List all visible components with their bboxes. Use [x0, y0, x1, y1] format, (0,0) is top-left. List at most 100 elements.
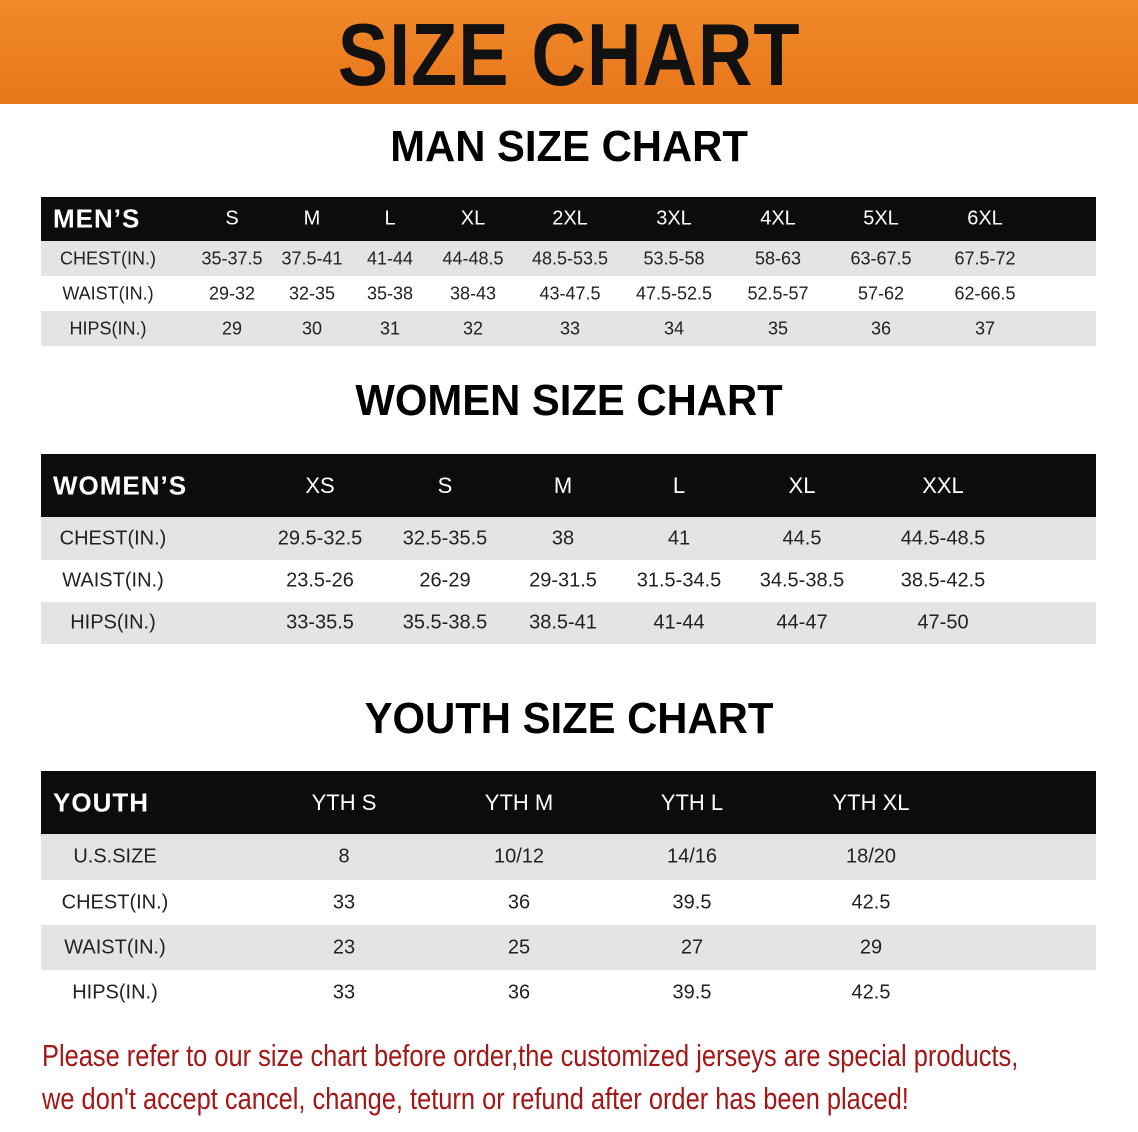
size-value: 42.5	[851, 981, 891, 1003]
size-value: 38	[551, 527, 575, 549]
notice-line-2: we don't accept cancel, change, teturn o…	[42, 1081, 909, 1116]
size-value: 35.5-38.5	[402, 611, 488, 634]
size-value: 47-50	[917, 611, 969, 634]
size-value: 29-31.5	[529, 569, 597, 592]
measurement-label: WAIST(IN.)	[64, 936, 166, 958]
size-value: 32.5-35.5	[402, 527, 488, 549]
women-size-table: WOMEN’S XS S M L XL XXL CHEST(IN.) 29.5-32.5 32.5…	[41, 454, 1096, 644]
size-value: 8	[338, 845, 350, 868]
size-value: 58-63	[754, 248, 802, 268]
size-header: M	[303, 207, 321, 230]
size-header: S	[225, 207, 239, 230]
size-value: 37.5-41	[281, 248, 343, 268]
size-value: 47.5-52.5	[635, 283, 713, 303]
size-value: 31.5-34.5	[636, 569, 722, 592]
women-table-row: CHEST(IN.) 29.5-32.5 32.5-35.5 38 41 44.5 44.5…	[41, 517, 1096, 560]
measurement-label: HIPS(IN.)	[72, 981, 158, 1003]
size-value: 23	[332, 936, 356, 958]
measurement-label: CHEST(IN.)	[60, 248, 156, 268]
men-table-row: CHEST(IN.) 35-37.5 37.5-41 41-44 44-48.5 48.5…	[41, 241, 1096, 276]
size-value: 41-44	[653, 611, 705, 634]
size-value: 18/20	[845, 845, 897, 868]
table-title-cell: WOMEN’S	[53, 470, 188, 500]
size-value: 33	[332, 981, 356, 1003]
size-value: 32-35	[288, 283, 336, 303]
table-title-cell: MEN’S	[53, 203, 141, 234]
women-section-title: WOMEN SIZE CHART	[355, 376, 783, 425]
youth-table-row: U.S.SIZE 8 10/12 14/16 18/20	[41, 834, 1096, 880]
size-value: 44.5-48.5	[900, 527, 986, 549]
size-value: 29	[221, 318, 243, 338]
size-value: 34	[663, 318, 685, 338]
size-header: YTH M	[484, 789, 554, 815]
size-value: 42.5	[851, 891, 891, 913]
size-header: YTH XL	[832, 789, 910, 815]
size-value: 34.5-38.5	[759, 569, 845, 592]
size-value: 41-44	[366, 248, 414, 268]
size-header: 4XL	[760, 207, 796, 230]
size-value: 44-48.5	[442, 248, 504, 268]
size-header: YTH L	[660, 789, 724, 815]
size-value: 33	[559, 318, 581, 338]
youth-table-row: HIPS(IN.) 33 36 39.5 42.5	[41, 970, 1096, 1015]
measurement-label: WAIST(IN.)	[62, 569, 164, 592]
size-header: XS	[305, 472, 335, 498]
youth-size-table: YOUTH YTH S YTH M YTH L YTH XL U.S.SIZE 8 10/12…	[41, 771, 1096, 1015]
men-section-title: MAN SIZE CHART	[390, 122, 748, 171]
size-value: 38.5-41	[529, 611, 597, 634]
size-value: 57-62	[857, 283, 905, 303]
size-value: 27	[680, 936, 704, 958]
size-value: 67.5-72	[954, 248, 1016, 268]
size-header: 2XL	[552, 207, 588, 230]
size-value: 44-47	[776, 611, 828, 634]
banner-title: SIZE CHART	[337, 5, 801, 104]
size-header: XXL	[922, 472, 964, 498]
size-value: 25	[507, 936, 531, 958]
women-table-row: HIPS(IN.) 33-35.5 35.5-38.5 38.5-41 41-44 44-…	[41, 602, 1096, 644]
men-header-row: MEN’S S M L XL 2XL 3XL 4XL 5XL 6XL	[41, 197, 1096, 241]
size-header: XL	[788, 472, 816, 498]
size-header: YTH S	[311, 789, 377, 815]
youth-header-row: YOUTH YTH S YTH M YTH L YTH XL	[41, 771, 1096, 834]
size-value: 30	[301, 318, 323, 338]
measurement-label: HIPS(IN.)	[69, 318, 147, 338]
size-value: 36	[507, 981, 531, 1003]
measurement-label: CHEST(IN.)	[59, 527, 167, 549]
men-table-row: WAIST(IN.) 29-32 32-35 35-38 38-43 43-47.5 47.…	[41, 276, 1096, 311]
men-table-row: HIPS(IN.) 29 30 31 32 33 34 35 36 37	[41, 311, 1096, 346]
youth-section-title: YOUTH SIZE CHART	[364, 694, 774, 743]
size-value: 35-37.5	[201, 248, 263, 268]
size-value: 29-32	[208, 283, 256, 303]
size-value: 32	[462, 318, 484, 338]
size-header: 3XL	[656, 207, 692, 230]
size-value: 35-38	[366, 283, 414, 303]
youth-table-row: WAIST(IN.) 23 25 27 29	[41, 925, 1096, 970]
size-value: 14/16	[666, 845, 718, 868]
size-value: 52.5-57	[747, 283, 809, 303]
measurement-label: U.S.SIZE	[73, 845, 157, 868]
size-value: 29	[859, 936, 883, 958]
size-value: 38.5-42.5	[900, 569, 986, 592]
size-value: 36	[507, 891, 531, 913]
size-value: 31	[379, 318, 401, 338]
size-value: 10/12	[493, 845, 545, 868]
measurement-label: CHEST(IN.)	[61, 891, 169, 913]
notice-line-1: Please refer to our size chart before or…	[42, 1038, 1019, 1073]
men-size-table: MEN’S S M L XL 2XL 3XL 4XL 5XL 6XL CHEST(IN.) 35-37…	[41, 197, 1096, 346]
size-value: 48.5-53.5	[531, 248, 609, 268]
table-title-cell: YOUTH	[53, 787, 149, 817]
youth-table-row: CHEST(IN.) 33 36 39.5 42.5	[41, 880, 1096, 925]
measurement-label: HIPS(IN.)	[70, 611, 156, 634]
size-chart-banner: SIZE CHART	[0, 0, 1138, 104]
size-value: 29.5-32.5	[277, 527, 363, 549]
size-value: 41	[667, 527, 691, 549]
size-value: 37	[974, 318, 996, 338]
size-value: 38-43	[449, 283, 497, 303]
size-value: 53.5-58	[643, 248, 705, 268]
size-header: L	[672, 472, 686, 498]
measurement-label: WAIST(IN.)	[62, 283, 154, 303]
size-header: L	[384, 207, 396, 230]
size-value: 39.5	[672, 981, 712, 1003]
size-value: 63-67.5	[850, 248, 912, 268]
size-value: 26-29	[419, 569, 471, 592]
